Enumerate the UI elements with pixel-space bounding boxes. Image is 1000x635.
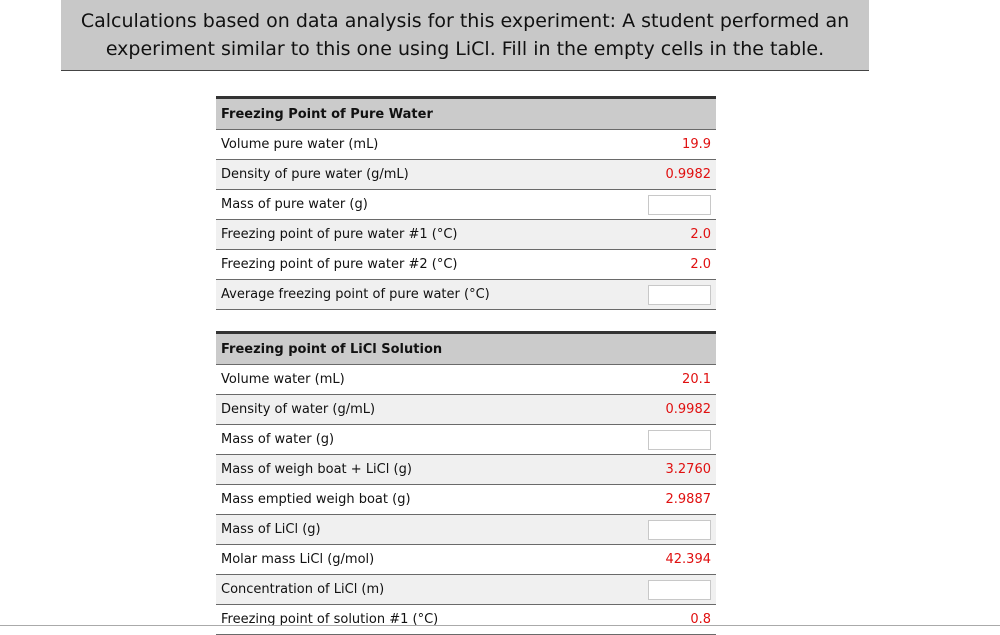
row-label: Density of pure water (g/mL) — [221, 167, 409, 182]
row-value: 0.9982 — [665, 167, 712, 182]
table-row: Mass of water (g) — [216, 425, 716, 455]
section-header-label: Freezing point of LiCl Solution — [221, 341, 443, 357]
row-label: Volume water (mL) — [221, 372, 345, 387]
table-row: Mass emptied weigh boat (g) 2.9887 — [216, 485, 716, 515]
table-section: Freezing point of LiCl Solution Volume wa… — [216, 331, 716, 635]
section-header: Freezing point of LiCl Solution — [216, 334, 716, 365]
table-row: Density of water (g/mL) 0.9982 — [216, 395, 716, 425]
row-value: 3.2760 — [665, 462, 712, 477]
row-value: 0.8 — [690, 612, 711, 627]
row-label: Concentration of LiCl (m) — [221, 582, 385, 597]
instructions-banner: Calculations based on data analysis for … — [61, 0, 869, 71]
row-label: Freezing point of pure water #2 (°C) — [221, 257, 458, 272]
data-table: Freezing Point of Pure Water Volume pure … — [216, 96, 716, 635]
row-value: 0.9982 — [665, 402, 712, 417]
row-value: 2.9887 — [665, 492, 712, 507]
row-label: Mass of LiCl (g) — [221, 522, 321, 537]
table-row: Mass of weigh boat + LiCl (g) 3.2760 — [216, 455, 716, 485]
table-row: Mass of LiCl (g) — [216, 515, 716, 545]
row-label: Freezing point of pure water #1 (°C) — [221, 227, 458, 242]
instructions-line-2: experiment similar to this one using LiC… — [105, 38, 825, 60]
section-header: Freezing Point of Pure Water — [216, 99, 716, 130]
row-label: Molar mass LiCl (g/mol) — [221, 552, 375, 567]
row-value: 20.1 — [682, 372, 711, 387]
table-row: Volume pure water (mL) 19.9 — [216, 130, 716, 160]
table-row: Molar mass LiCl (g/mol) 42.394 — [216, 545, 716, 575]
row-label: Density of water (g/mL) — [221, 402, 376, 417]
row-value: 42.394 — [665, 552, 712, 567]
table-row: Density of pure water (g/mL) 0.9982 — [216, 160, 716, 190]
table-row: Concentration of LiCl (m) — [216, 575, 716, 605]
answer-input[interactable] — [648, 579, 711, 600]
answer-input[interactable] — [648, 519, 711, 540]
row-label: Mass emptied weigh boat (g) — [221, 492, 411, 507]
row-label: Average freezing point of pure water (°C… — [221, 287, 490, 302]
table-row: Freezing point of solution #1 (°C) 0.8 — [216, 605, 716, 635]
answer-input[interactable] — [648, 194, 711, 215]
answer-input[interactable] — [648, 284, 711, 305]
instructions-text: Calculations based on data analysis for … — [81, 7, 849, 63]
row-label: Freezing point of solution #1 (°C) — [221, 612, 439, 627]
row-value: 2.0 — [690, 227, 711, 242]
table-section: Freezing Point of Pure Water Volume pure … — [216, 96, 716, 310]
table-row: Volume water (mL) 20.1 — [216, 365, 716, 395]
table-row: Mass of pure water (g) — [216, 190, 716, 220]
row-label: Mass of pure water (g) — [221, 197, 368, 212]
row-label: Mass of weigh boat + LiCl (g) — [221, 462, 412, 477]
table-row: Freezing point of pure water #2 (°C) 2.0 — [216, 250, 716, 280]
row-value: 19.9 — [682, 137, 711, 152]
row-label: Volume pure water (mL) — [221, 137, 379, 152]
answer-input[interactable] — [648, 429, 711, 450]
instructions-line-1: Calculations based on data analysis for … — [80, 10, 850, 32]
table-row: Freezing point of pure water #1 (°C) 2.0 — [216, 220, 716, 250]
row-label: Mass of water (g) — [221, 432, 335, 447]
divider — [0, 625, 1000, 626]
row-value: 2.0 — [690, 257, 711, 272]
section-header-label: Freezing Point of Pure Water — [221, 106, 433, 122]
table-row: Average freezing point of pure water (°C… — [216, 280, 716, 310]
